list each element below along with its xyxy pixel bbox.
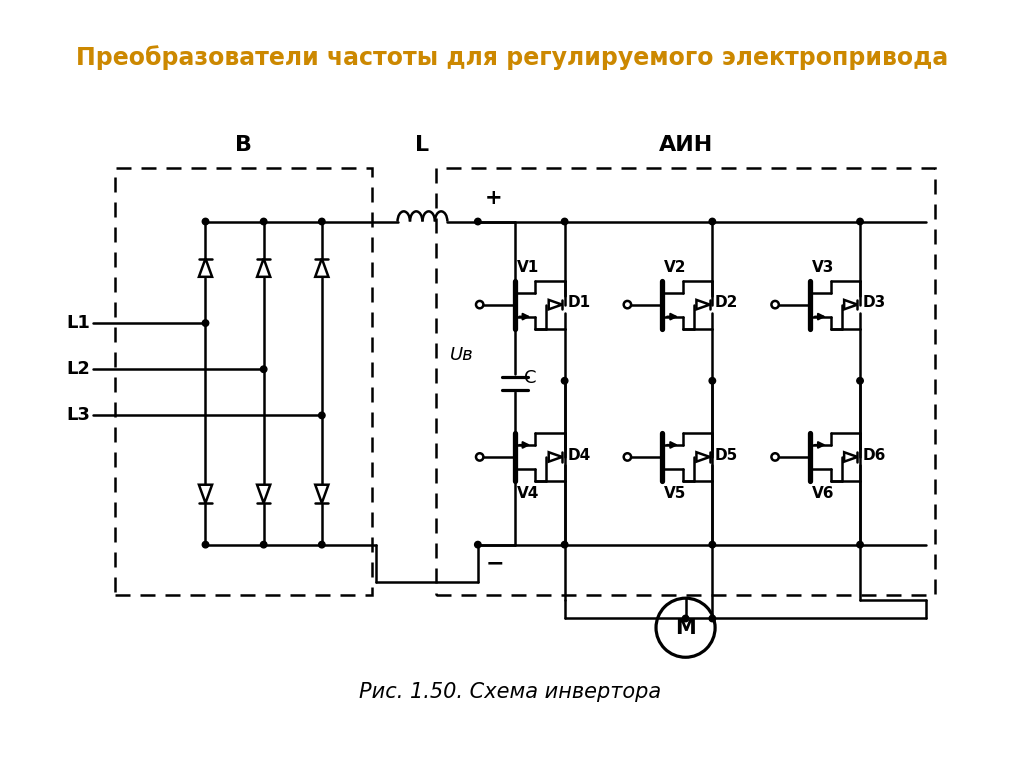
Polygon shape — [549, 452, 562, 462]
Circle shape — [624, 301, 631, 308]
Text: V5: V5 — [665, 486, 687, 502]
Circle shape — [474, 218, 481, 225]
Bar — [436, 168, 935, 595]
Circle shape — [709, 615, 716, 622]
Polygon shape — [315, 485, 329, 503]
Circle shape — [318, 218, 325, 225]
Circle shape — [771, 301, 779, 308]
Text: C: C — [524, 369, 537, 388]
Circle shape — [561, 218, 568, 225]
Text: V1: V1 — [517, 260, 539, 275]
Polygon shape — [549, 300, 562, 310]
Circle shape — [561, 541, 568, 548]
Circle shape — [857, 541, 863, 548]
Polygon shape — [257, 485, 270, 503]
Text: V4: V4 — [517, 486, 539, 502]
Text: D1: D1 — [567, 295, 591, 310]
Text: Преобразователи частоты для регулируемого электропривода: Преобразователи частоты для регулируемог… — [76, 45, 948, 70]
Polygon shape — [844, 452, 857, 462]
Text: +: + — [485, 187, 503, 207]
Text: L2: L2 — [67, 360, 90, 378]
Circle shape — [203, 319, 209, 326]
Polygon shape — [199, 485, 212, 503]
Text: D5: D5 — [715, 448, 738, 462]
Circle shape — [857, 218, 863, 225]
Text: L: L — [416, 135, 429, 155]
Text: Рис. 1.50. Схема инвертора: Рис. 1.50. Схема инвертора — [359, 682, 662, 703]
Text: V3: V3 — [812, 260, 835, 275]
Text: D4: D4 — [567, 448, 591, 462]
Circle shape — [656, 598, 715, 657]
Circle shape — [474, 541, 481, 548]
Circle shape — [561, 378, 568, 384]
Polygon shape — [199, 259, 212, 276]
Text: V2: V2 — [665, 260, 687, 275]
Polygon shape — [315, 259, 329, 276]
Polygon shape — [257, 259, 270, 276]
Text: V6: V6 — [812, 486, 835, 502]
Circle shape — [203, 218, 209, 225]
Text: L3: L3 — [67, 406, 90, 425]
Text: D6: D6 — [863, 448, 886, 462]
Text: D2: D2 — [715, 295, 738, 310]
Circle shape — [260, 366, 267, 372]
Bar — [115, 168, 372, 595]
Circle shape — [318, 412, 325, 419]
Text: −: − — [485, 554, 504, 574]
Circle shape — [682, 615, 689, 622]
Circle shape — [318, 541, 325, 548]
Circle shape — [260, 541, 267, 548]
Polygon shape — [696, 452, 710, 462]
Circle shape — [476, 453, 483, 461]
Circle shape — [709, 378, 716, 384]
Text: L1: L1 — [67, 314, 90, 332]
Circle shape — [857, 378, 863, 384]
Circle shape — [771, 453, 779, 461]
Text: АИН: АИН — [658, 135, 713, 155]
Circle shape — [203, 541, 209, 548]
Circle shape — [709, 218, 716, 225]
Circle shape — [476, 301, 483, 308]
Text: В: В — [234, 135, 252, 155]
Text: Uв: Uв — [450, 346, 473, 364]
Circle shape — [624, 453, 631, 461]
Polygon shape — [844, 300, 857, 310]
Polygon shape — [696, 300, 710, 310]
Circle shape — [709, 541, 716, 548]
Text: М: М — [675, 617, 696, 637]
Text: D3: D3 — [863, 295, 886, 310]
Circle shape — [260, 218, 267, 225]
